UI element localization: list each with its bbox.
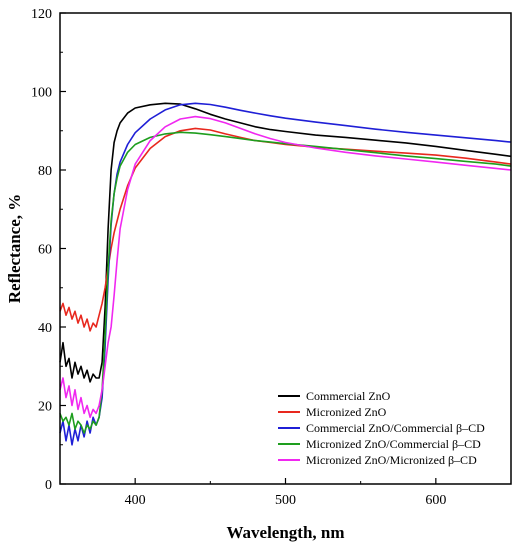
series-line-4 [59,131,512,434]
y-tick-label: 60 [38,243,52,258]
series-line-1 [59,102,512,383]
plot-lines [59,102,512,446]
y-tick-label: 20 [38,400,52,415]
axis-ticks: 0 20 40 60 80 100 120 400 500 600 [31,7,512,508]
y-tick-label: 80 [38,164,52,179]
legend-label: Micronized ZnO/Commercial β–CD [306,437,481,451]
legend: Commercial ZnO Micronized ZnO Commercial Z… [278,389,485,467]
x-tick-label: 500 [275,493,296,508]
legend-label: Micronized ZnO/Micronized β–CD [306,453,477,467]
series-line-3 [59,102,512,446]
legend-label: Commercial ZnO/Commercial β–CD [306,421,485,435]
y-tick-label: 100 [31,86,52,101]
y-tick-label: 0 [45,478,52,493]
y-tick-label: 120 [31,7,52,22]
x-tick-label: 600 [425,493,446,508]
plot-frame [59,12,512,485]
y-tick-label: 40 [38,321,52,336]
x-tick-label: 400 [125,493,146,508]
legend-label: Micronized ZnO [306,405,387,419]
y-axis-title: Reflectance, % [5,194,24,304]
legend-label: Commercial ZnO [306,389,391,403]
series-line-5 [59,115,512,419]
x-axis-title: Wavelength, nm [226,523,344,542]
